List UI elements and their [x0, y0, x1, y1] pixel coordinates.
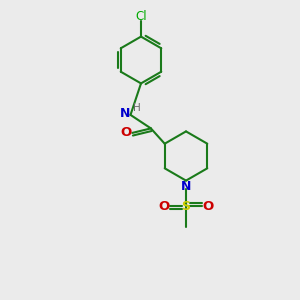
Text: N: N [120, 107, 130, 120]
Text: Cl: Cl [135, 10, 147, 23]
Text: N: N [181, 180, 191, 193]
Text: O: O [120, 126, 131, 140]
Text: O: O [202, 200, 214, 213]
Text: S: S [182, 200, 190, 213]
Text: H: H [133, 103, 141, 113]
Text: O: O [158, 200, 170, 213]
